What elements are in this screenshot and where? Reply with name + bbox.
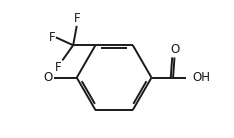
Text: OH: OH — [193, 71, 210, 84]
Text: O: O — [44, 71, 53, 84]
Text: O: O — [170, 43, 179, 56]
Text: F: F — [55, 61, 62, 74]
Text: F: F — [73, 12, 80, 25]
Text: F: F — [49, 31, 55, 44]
